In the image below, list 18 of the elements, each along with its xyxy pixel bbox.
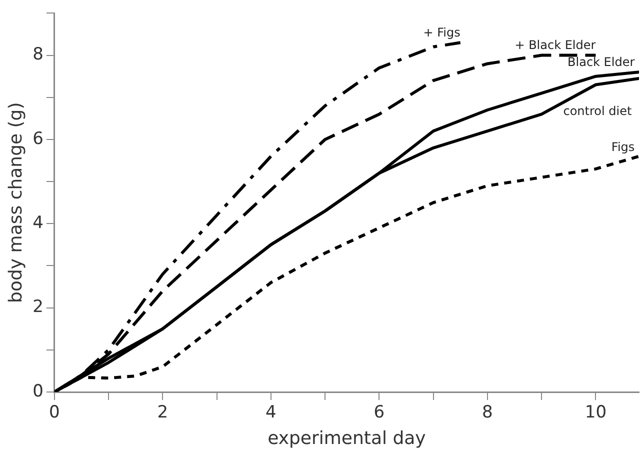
y-tick-label: 4 <box>32 213 44 234</box>
series-label: + Black Elder <box>514 38 596 52</box>
x-axis-title: experimental day <box>268 428 426 449</box>
series-label: control diet <box>563 104 632 118</box>
y-tick-label: 0 <box>32 381 44 402</box>
series-label: Black Elder <box>568 55 635 70</box>
x-tick-label: 0 <box>49 402 60 423</box>
y-axis-title: body mass change (g) <box>5 102 26 303</box>
x-tick-label: 4 <box>266 402 276 423</box>
x-tick-label: 2 <box>157 402 168 423</box>
x-tick-label: 10 <box>584 402 607 423</box>
series-label: + Figs <box>423 25 460 40</box>
x-tick-label: 8 <box>482 402 493 423</box>
series-label: Figs <box>611 140 635 154</box>
y-tick-label: 6 <box>32 128 44 149</box>
y-tick-label: 2 <box>32 297 44 318</box>
y-tick-label: 8 <box>32 44 44 65</box>
x-tick-label: 6 <box>374 402 385 423</box>
